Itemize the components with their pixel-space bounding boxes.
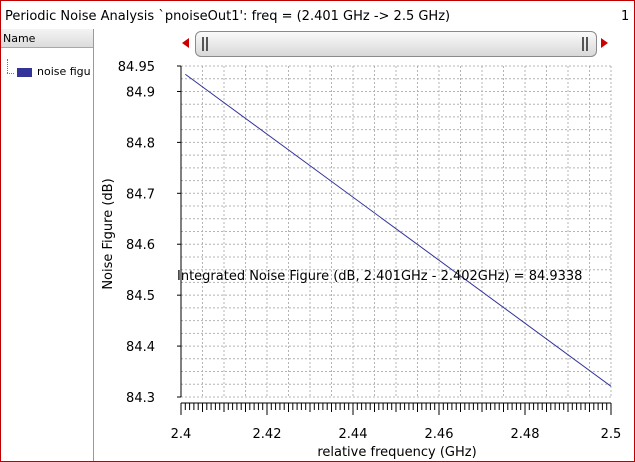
page-number: 1 [621,9,630,24]
x-tick-label: 2.44 [339,427,368,442]
trace-browser-header[interactable]: Name [1,29,93,48]
series-layer [185,73,612,387]
trace-item-noise-figure[interactable]: noise figu [7,65,93,81]
legend-swatch-icon [17,68,32,77]
x-axis-title: relative frequency (GHz) [317,445,476,460]
tree-branch [7,73,14,75]
y-tick-labels: 84.3 84.4 84.5 84.6 84.7 84.8 84.9 84.95 [118,60,181,406]
y-tick-label: 84.7 [126,187,155,202]
y-tick-label: 84.9 [126,85,155,100]
y-tick-label: 84.8 [126,136,155,151]
series-line-noise-figure[interactable] [185,73,612,387]
x-tick-label: 2.48 [511,427,540,442]
trace-browser: Name noise figu [1,29,94,461]
y-axis-title: Noise Figure (dB) [101,178,116,289]
right-grip-icon[interactable] [582,37,588,51]
arrow-left-icon[interactable] [181,37,191,49]
left-grip-icon[interactable] [202,37,208,51]
tree-line [7,59,9,73]
y-tick-label: 84.3 [126,391,155,406]
integrated-noise-annotation: Integrated Noise Figure (dB, 2.401GHz - … [177,269,582,284]
scrollbar-thumb[interactable] [195,31,597,57]
x-tick-label: 2.4 [171,427,192,442]
window-title: Periodic Noise Analysis `pnoiseOut1': fr… [5,9,451,24]
x-tick-labels: 2.4 2.42 2.44 2.46 2.48 2.5 [171,427,622,442]
name-column-header: Name [3,32,36,45]
y-tick-label: 84.95 [118,60,155,75]
trace-item-label: noise figu [37,65,91,78]
grid-lines [180,65,612,398]
y-tick-label: 84.5 [126,289,155,304]
arrow-right-icon[interactable] [599,37,609,49]
x-axis-minor-ticks [180,403,612,415]
x-tick-label: 2.5 [601,427,622,442]
y-tick-label: 84.6 [126,238,155,253]
y-tick-label: 84.4 [126,340,155,355]
x-tick-label: 2.46 [425,427,454,442]
title-bar: Periodic Noise Analysis `pnoiseOut1': fr… [1,1,634,29]
x-scrollbar[interactable] [181,31,611,57]
x-tick-label: 2.42 [253,427,282,442]
